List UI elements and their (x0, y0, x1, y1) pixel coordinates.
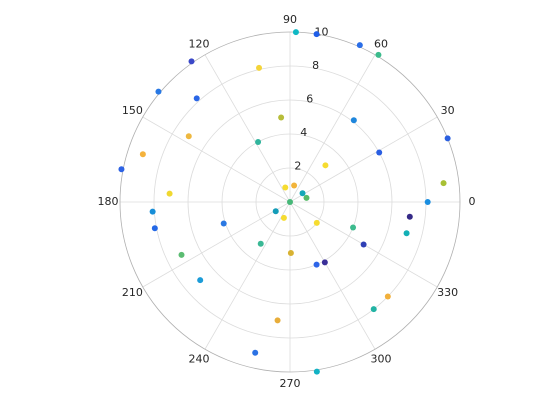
scatter-point (274, 317, 281, 324)
scatter-point (424, 199, 431, 205)
scatter-point (384, 293, 391, 300)
scatter-point (278, 114, 285, 121)
scatter-point (287, 249, 294, 256)
theta-grid-line (142, 116, 291, 203)
scatter-point (321, 259, 328, 266)
theta-tick-label: 60 (374, 37, 388, 50)
scatter-point (313, 368, 320, 375)
theta-tick-label: 120 (189, 37, 210, 50)
scatter-point (280, 214, 287, 221)
theta-tick-label: 90 (283, 13, 297, 26)
scatter-point (118, 166, 125, 173)
scatter-point (185, 133, 192, 140)
theta-tick-label: 300 (371, 353, 392, 366)
scatter-point (322, 162, 329, 169)
scatter-point (291, 182, 298, 189)
scatter-point (257, 240, 264, 247)
polar-outline (119, 31, 461, 373)
scatter-point (292, 29, 299, 36)
r-grid-ring (221, 133, 359, 271)
r-grid-ring (187, 99, 393, 305)
scatter-point (252, 349, 259, 356)
scatter-point (155, 88, 162, 95)
scatter-point (444, 135, 451, 142)
scatter-point (350, 117, 357, 124)
theta-grid-line (204, 201, 291, 350)
scatter-point (139, 151, 146, 158)
theta-tick-label: 270 (280, 377, 301, 390)
scatter-point (188, 58, 195, 65)
scatter-point (370, 306, 377, 313)
scatter-point (440, 180, 447, 187)
scatter-point (149, 208, 156, 215)
scatter-point (350, 224, 357, 231)
scatter-point (287, 199, 293, 205)
scatter-point (178, 251, 185, 258)
scatter-point (376, 149, 383, 156)
scatter-point (375, 51, 382, 58)
scatter-point (313, 261, 320, 268)
theta-tick-label: 180 (98, 195, 119, 208)
theta-tick-label: 0 (469, 195, 476, 208)
theta-grid-line (204, 54, 291, 203)
scatter-point (356, 42, 363, 49)
scatter-point (272, 208, 279, 215)
scatter-point (197, 277, 204, 284)
theta-tick-label: 30 (441, 104, 455, 117)
r-grid-ring (255, 167, 325, 237)
scatter-point (360, 241, 367, 248)
scatter-point (255, 138, 262, 145)
theta-tick-label: 330 (437, 286, 458, 299)
scatter-point (299, 190, 306, 197)
theta-grid-line (289, 201, 376, 350)
theta-grid-line (142, 201, 291, 288)
r-tick-label: 6 (306, 93, 313, 106)
scatter-point (313, 31, 320, 38)
scatter-point (313, 219, 320, 226)
scatter-point (220, 220, 227, 227)
scatter-point (166, 190, 173, 197)
theta-tick-label: 210 (122, 286, 143, 299)
theta-grid-line (289, 54, 376, 203)
r-tick-label: 2 (294, 160, 301, 173)
scatter-point (151, 225, 158, 232)
scatter-point (193, 95, 200, 102)
theta-tick-label: 240 (189, 353, 210, 366)
r-tick-label: 4 (300, 126, 307, 139)
r-tick-label: 8 (312, 59, 319, 72)
scatter-point (403, 230, 410, 237)
theta-grid-line (289, 116, 438, 203)
scatter-point (282, 184, 289, 191)
scatter-point (406, 213, 413, 220)
scatter-point (303, 194, 310, 201)
theta-tick-label: 150 (122, 104, 143, 117)
scatter-point (256, 64, 263, 71)
